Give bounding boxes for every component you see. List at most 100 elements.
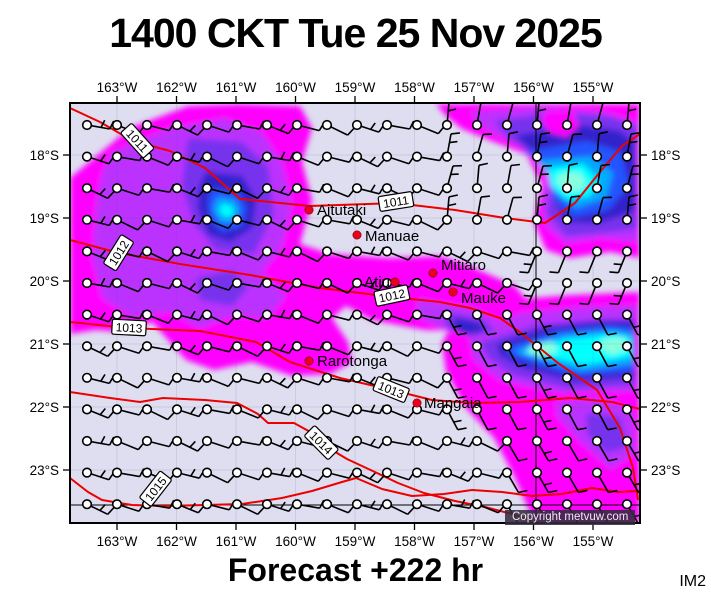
wind-barb [111,435,145,451]
wind-barb [351,467,385,484]
wind-barb [471,195,490,225]
lat-label-left: 21°S [30,337,59,352]
wind-barb [231,119,265,131]
svg-text:Mitiaro: Mitiaro [441,257,486,274]
svg-text:Aitutaki: Aitutaki [317,202,366,219]
wind-barb [321,372,355,383]
wind-barb [171,309,205,321]
lat-label-right: 19°S [651,211,680,226]
svg-text:Mauke: Mauke [461,290,506,307]
place-marker-atiu: Atiu [364,274,400,291]
wind-barb [501,163,520,194]
place-marker-mauke: Mauke [448,287,506,307]
wind-barb [591,309,617,336]
wind-barb [171,119,205,136]
wind-barb [591,341,617,368]
wind-barb [561,195,580,225]
wind-barb [501,467,528,494]
wind-barb [411,435,445,451]
wind-barb [141,404,175,421]
isobar-label: 1012 [373,284,411,307]
wind-barb [201,499,235,511]
wind-barb [471,467,505,479]
wind-barb [561,162,578,194]
precip-shading [70,104,640,522]
wind-barb [441,194,458,225]
wind-barb [621,103,637,131]
wind-barb [171,435,205,452]
chart-title: 1400 CKT Tue 25 Nov 2025 [109,10,603,56]
wind-barb [441,404,467,431]
wind-barb [201,435,235,449]
wind-barb [321,341,355,356]
wind-barb [351,246,385,257]
wind-barb [501,404,527,431]
wind-barb [381,214,415,227]
wind-barb [81,372,115,385]
wind-barb [441,435,475,448]
wind-barb [351,341,385,353]
wind-barb [321,309,355,321]
lat-label-left: 23°S [30,463,59,478]
lon-label-top: 159°W [335,80,376,95]
lon-label-bottom: 159°W [335,534,376,549]
wind-barb [141,467,175,482]
wind-barb [171,183,205,198]
wind-barb [141,214,175,228]
wind-barb [561,435,588,462]
wind-barb [441,103,457,131]
wind-barb [411,183,445,197]
model-id-label: IM2 [679,573,706,590]
lat-label-right: 22°S [651,400,680,415]
lat-label-left: 18°S [30,148,59,163]
wind-barb [351,499,385,511]
wind-barb [471,435,505,452]
wind-barb [201,467,235,484]
wind-barb [501,341,527,368]
lat-label-left: 20°S [30,274,59,289]
wind-barb [321,214,355,225]
wind-barb [261,372,295,389]
lon-label-top: 163°W [97,80,138,95]
wind-barb [471,162,488,194]
lon-label-bottom: 162°W [156,534,197,549]
wind-barb [291,151,325,166]
lon-label-bottom: 155°W [573,534,614,549]
wind-barb [351,404,385,415]
wind-barb [561,133,582,162]
wind-barb [501,131,518,162]
wind-barb [231,404,265,419]
lat-label-right: 23°S [651,463,680,478]
wind-barb [171,277,205,294]
lon-label-top: 162°W [156,80,197,95]
wind-barb [231,372,265,385]
wind-barb [261,499,295,513]
wind-barb [501,196,522,225]
place-marker-mangaia: Mangaia [412,395,482,412]
wind-barb [621,194,638,225]
wind-barb [411,404,445,416]
wind-barb [171,246,205,260]
lon-label-top: 156°W [513,80,554,95]
lon-label-top: 155°W [573,80,614,95]
wind-barb [111,341,145,355]
wind-barb [291,404,325,421]
wind-barb [81,404,115,419]
wind-barb [531,164,552,194]
wind-barb [141,246,175,263]
wind-barb [519,246,543,274]
wind-barb [549,277,573,306]
wind-barb [531,467,558,494]
wind-barb [591,196,612,225]
wind-barb [591,131,608,162]
wind-barb [471,103,483,131]
wind-barb [141,372,175,386]
axis-labels: 163°W 163°W 162°W 162°W 161°W 161°W 160°W 160°W… [30,80,681,549]
wind-barb [201,277,235,291]
wind-barbs [81,103,640,523]
wind-barb [501,309,527,336]
svg-text:1011: 1011 [382,193,410,211]
wind-barb [561,309,587,336]
wind-barb [201,309,235,326]
